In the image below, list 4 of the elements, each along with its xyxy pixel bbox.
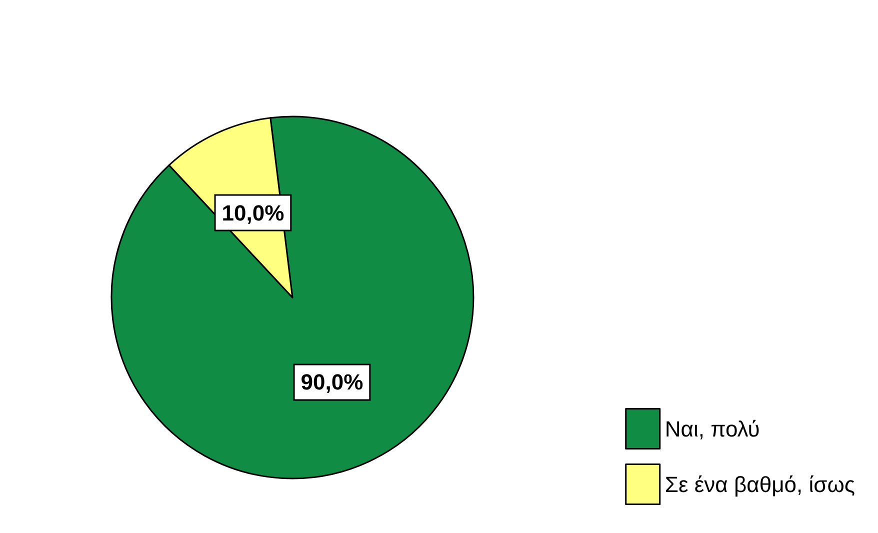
data-label: 90,0% — [300, 370, 364, 395]
legend-label: Ναι, πολύ — [664, 416, 760, 442]
data-label: 10,0% — [222, 200, 284, 226]
legend-label: Σε ένα βαθμό, ίσως — [664, 472, 856, 497]
